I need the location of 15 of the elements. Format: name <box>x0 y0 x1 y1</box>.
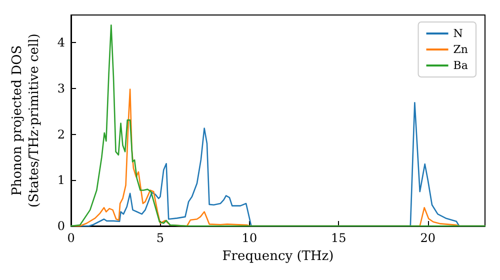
y-tick-label: 3 <box>57 81 65 96</box>
legend-label: N <box>453 27 464 40</box>
x-tick-label: 15 <box>331 231 346 245</box>
x-tick-label: 20 <box>420 231 436 245</box>
y-axis-title: Phonon projected DOS (States/THz·primitive cell) <box>10 33 42 208</box>
x-tick-label: 5 <box>156 231 164 245</box>
legend-label: Zn <box>453 43 468 56</box>
y-tick-label: 1 <box>57 173 65 188</box>
legend-label: Ba <box>453 59 468 72</box>
y-tick-label: 2 <box>57 127 65 142</box>
y-tick-label: 4 <box>57 36 66 50</box>
x-tick-label: 0 <box>67 231 75 245</box>
x-axis-title: Frequency (THz) <box>222 249 334 264</box>
x-tick-label: 10 <box>242 231 258 245</box>
y-tick-label: 0 <box>57 219 65 233</box>
